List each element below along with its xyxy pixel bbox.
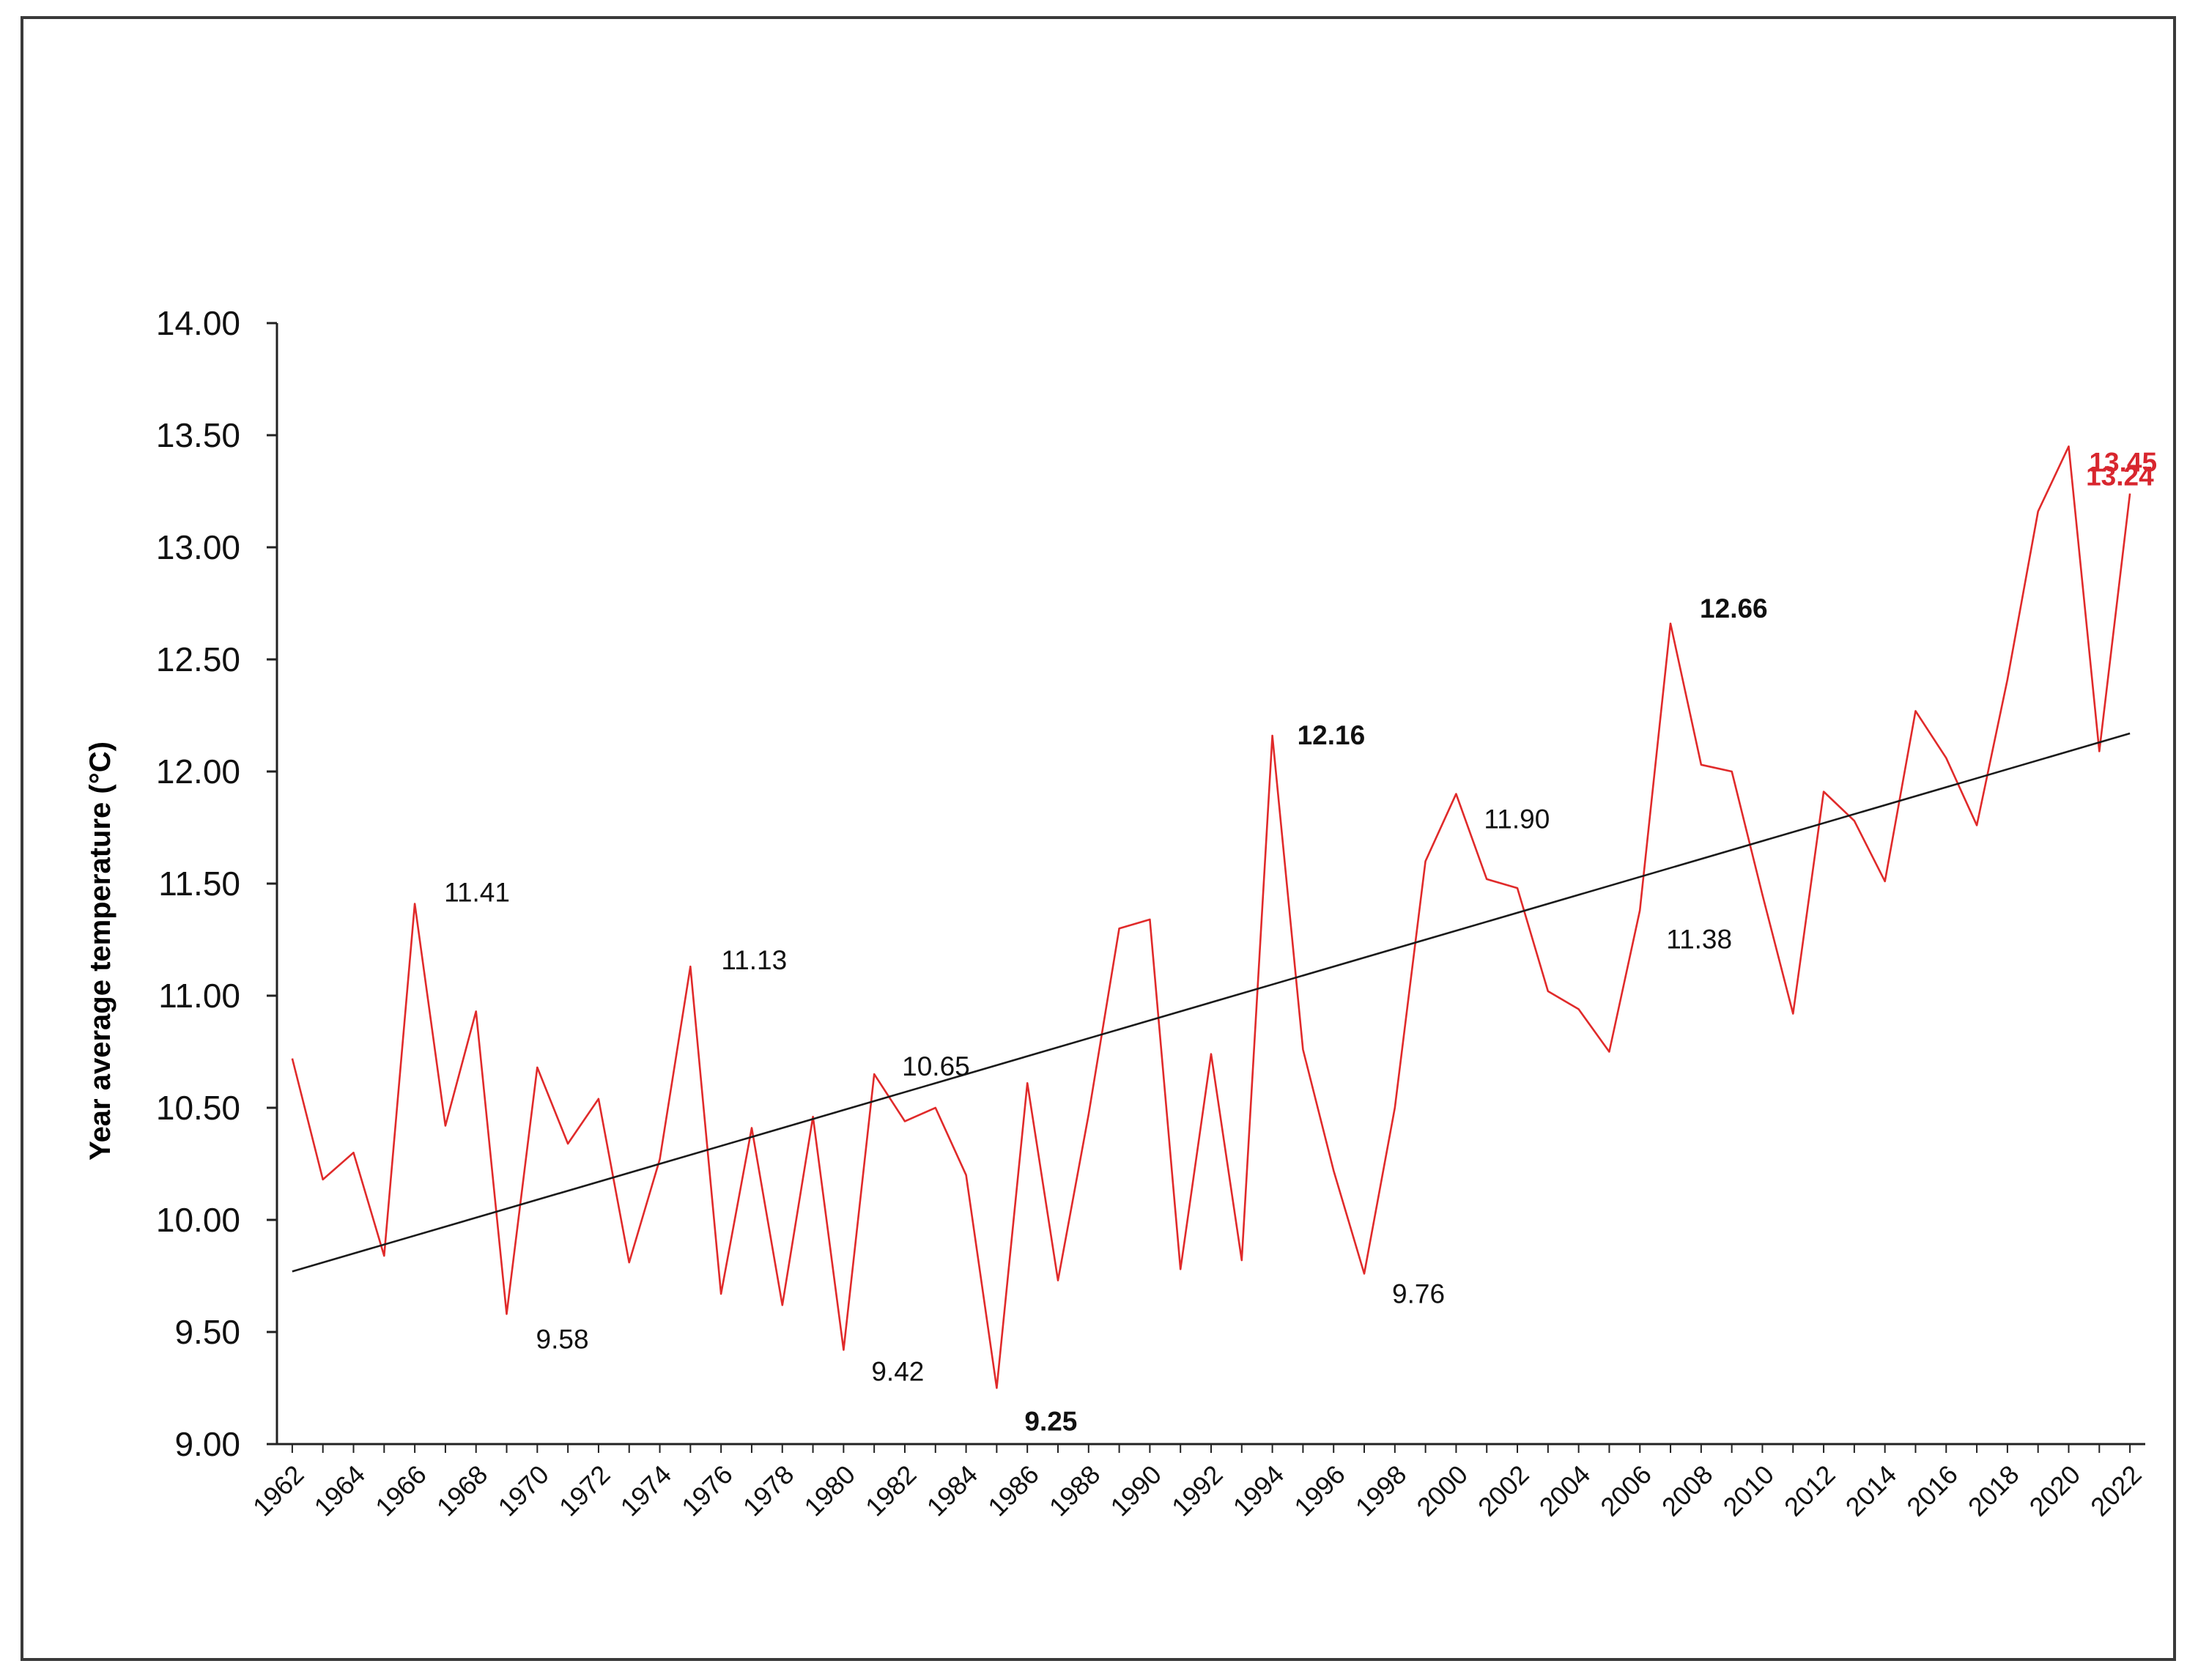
x-tick-label: 1962	[247, 1459, 310, 1522]
x-tick-label: 1992	[1166, 1459, 1229, 1522]
y-tick-label: 12.00	[156, 752, 240, 791]
x-tick-label: 1972	[553, 1459, 616, 1522]
trend-line	[292, 732, 2131, 1273]
data-label: 9.76	[1392, 1278, 1445, 1309]
data-label: 9.25	[1024, 1407, 1077, 1437]
data-label: 11.13	[721, 945, 787, 975]
axes	[275, 323, 2145, 1446]
x-tick-label: 2018	[1962, 1459, 2025, 1522]
data-label: 9.42	[871, 1356, 924, 1386]
x-tick-label: 2010	[1717, 1459, 1780, 1522]
y-tick-label: 11.00	[158, 977, 240, 1015]
x-tick-label: 2002	[1472, 1459, 1535, 1522]
data-label: 11.38	[1666, 925, 1732, 955]
x-tick-label: 1964	[308, 1459, 371, 1522]
x-tick-label: 1994	[1227, 1459, 1290, 1522]
data-label: 9.58	[536, 1325, 589, 1355]
y-tick-label: 9.00	[174, 1425, 240, 1463]
y-tick-label: 10.00	[156, 1201, 240, 1239]
annotations: 11.41 9.58 11.13 9.42 10.65 9.25 12.16 9.76 11.9…	[444, 447, 2157, 1436]
data-label: 11.90	[1484, 804, 1550, 835]
x-tick-label: 1980	[798, 1459, 861, 1522]
data-label: 13.45	[2089, 447, 2157, 477]
x-tick-label: 1988	[1043, 1459, 1106, 1522]
x-tick-label: 2008	[1656, 1459, 1719, 1522]
data-label: 12.66	[1700, 593, 1768, 623]
y-tick-label: 9.50	[174, 1313, 240, 1351]
data-label: 12.16	[1298, 720, 1366, 750]
y-tick-label: 12.50	[156, 640, 240, 678]
y-tick-label: 13.00	[156, 528, 240, 566]
x-tick-label: 1966	[369, 1459, 432, 1522]
x-tick-label: 1982	[859, 1459, 922, 1522]
x-tick-label: 1996	[1288, 1459, 1351, 1522]
x-tick-label: 2012	[1778, 1459, 1841, 1522]
x-tick-label: 2004	[1533, 1459, 1596, 1522]
temperature-series-line	[291, 445, 2131, 1389]
x-tick-label: 1978	[737, 1459, 800, 1522]
x-tick-label: 2020	[2024, 1459, 2087, 1522]
y-axis-title: Year average temperature (°C)	[84, 741, 116, 1161]
y-tick-label: 14.00	[156, 304, 240, 342]
data-label: 11.41	[444, 878, 510, 908]
y-tick-label: 10.50	[156, 1089, 240, 1127]
y-tick-label: 11.50	[158, 865, 240, 903]
x-tick-label: 1976	[676, 1459, 739, 1522]
x-tick-label: 1974	[615, 1459, 678, 1522]
x-tick-label: 1968	[431, 1459, 494, 1522]
x-tick-label: 2006	[1594, 1459, 1657, 1522]
x-tick-label: 1970	[492, 1459, 555, 1522]
series-layer	[291, 445, 2131, 1389]
x-tick-label: 2014	[1840, 1459, 1903, 1522]
x-tick-label: 1990	[1104, 1459, 1167, 1522]
x-tick-label: 1984	[921, 1459, 984, 1522]
y-axis-ticks: 9.00 9.50 10.00 10.50 11.00 11.50 12.00 12.50 13…	[156, 304, 277, 1463]
x-tick-label: 2022	[2084, 1459, 2147, 1522]
data-label: 13.24	[2086, 462, 2154, 492]
x-tick-label: 1986	[982, 1459, 1045, 1522]
data-label: 10.65	[902, 1051, 970, 1081]
y-tick-label: 13.50	[156, 416, 240, 454]
x-axis-ticks: 1962196419661968197019721974197619781980…	[247, 1444, 2147, 1522]
x-tick-label: 1998	[1350, 1459, 1413, 1522]
x-tick-label: 2016	[1901, 1459, 1964, 1522]
x-tick-label: 2000	[1410, 1459, 1473, 1522]
